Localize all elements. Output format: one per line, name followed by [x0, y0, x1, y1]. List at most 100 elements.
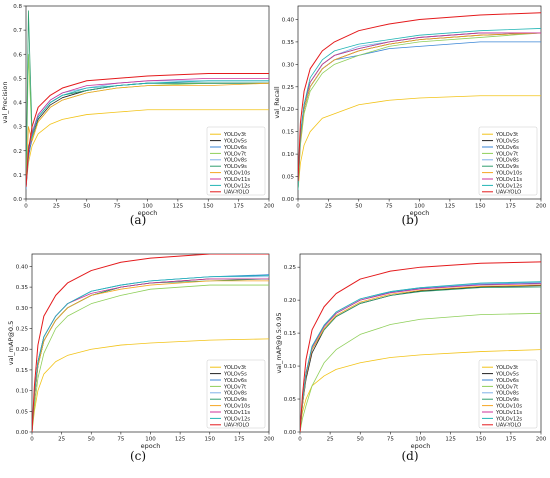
series-line-yolov7t — [298, 32, 541, 191]
series-line-yolov3t — [300, 349, 541, 432]
legend-label: YOLOv5s — [495, 372, 519, 378]
y-axis-label: val_mAP@0.5 — [7, 321, 15, 365]
series-line-yolov3t — [26, 109, 269, 187]
y-tick-label: 0.4 — [13, 101, 22, 107]
panel-caption: (a) — [130, 213, 147, 227]
x-tick-label: 25 — [325, 204, 332, 210]
y-tick-label: 0.30 — [282, 62, 295, 68]
x-tick-label: 200 — [264, 204, 275, 210]
legend-label: YOLOv6s — [223, 378, 247, 384]
x-tick-label: 50 — [357, 437, 364, 443]
legend-label: YOLOv5s — [223, 372, 247, 378]
legend-label: YOLOv11s — [223, 410, 250, 416]
x-tick-label: 200 — [536, 204, 547, 210]
y-tick-label: 0.40 — [16, 264, 29, 270]
y-tick-label: 0.05 — [282, 175, 295, 181]
y-tick-label: 0.00 — [282, 197, 295, 203]
y-tick-label: 0.20 — [284, 298, 297, 304]
panel-caption: (b) — [401, 213, 418, 227]
legend-label: YOLOv3t — [223, 365, 246, 371]
series-line-uav-yolo — [300, 261, 541, 432]
x-tick-label: 50 — [88, 437, 95, 443]
legend-label: YOLOv7t — [223, 151, 246, 157]
y-tick-label: 0.5 — [13, 76, 22, 82]
legend-label: YOLOv3t — [495, 365, 518, 371]
legend: YOLOv3tYOLOv5sYOLOv6sYOLOv7tYOLOv8sYOLOv… — [478, 126, 538, 196]
legend-label: YOLOv9s — [495, 397, 519, 403]
x-tick-label: 125 — [445, 437, 456, 443]
x-tick-label: 75 — [117, 437, 124, 443]
x-tick-label: 25 — [53, 204, 60, 210]
y-tick-label: 0.00 — [16, 430, 29, 436]
series-line-uav-yolo — [26, 73, 269, 187]
y-tick-label: 0.25 — [282, 85, 295, 91]
legend-label: YOLOv3t — [223, 132, 246, 138]
y-axis-label: val_Recall — [273, 86, 281, 118]
x-tick-label: 150 — [203, 204, 214, 210]
y-axis-label: val_Precision — [1, 82, 9, 124]
x-tick-label: 50 — [83, 204, 90, 210]
x-tick-label: 100 — [415, 437, 426, 443]
legend-label: YOLOv9s — [223, 164, 247, 170]
legend-label: YOLOv8s — [223, 158, 247, 164]
x-tick-label: 0 — [296, 204, 300, 210]
legend-box — [478, 126, 538, 196]
y-tick-label: 0.30 — [16, 306, 29, 312]
legend: YOLOv3tYOLOv5sYOLOv6sYOLOv7tYOLOv8sYOLOv… — [478, 359, 538, 429]
legend-label: YOLOv6s — [495, 145, 519, 151]
x-tick-label: 100 — [142, 204, 153, 210]
x-tick-label: 125 — [173, 204, 184, 210]
series-line-uav-yolo — [32, 254, 269, 432]
y-tick-label: 0.25 — [284, 265, 297, 271]
x-tick-label: 25 — [327, 437, 334, 443]
y-tick-label: 0.2 — [13, 149, 22, 155]
y-tick-label: 0.05 — [284, 397, 297, 403]
y-tick-label: 0.40 — [282, 17, 295, 23]
legend-box — [206, 126, 266, 196]
x-tick-label: 25 — [58, 437, 65, 443]
chart-panel-0: 0 25 50 75 100 125 150 175 200 0.0 0.1 0.2 0.3 0.4 0.5… — [1, 4, 275, 227]
legend-label: YOLOv11s — [495, 177, 522, 183]
y-tick-label: 0.6 — [13, 52, 22, 58]
y-tick-label: 0.10 — [16, 389, 29, 395]
legend-label: YOLOv7t — [495, 384, 518, 390]
legend-box — [478, 359, 538, 429]
legend-label: YOLOv7t — [223, 384, 246, 390]
series-line-yolov10s — [298, 32, 541, 191]
legend-label: UAV-YOLO — [224, 423, 249, 429]
legend-label: YOLOv6s — [495, 378, 519, 384]
x-tick-label: 175 — [234, 437, 245, 443]
y-tick-label: 0.0 — [13, 197, 22, 203]
y-tick-label: 0.8 — [13, 4, 22, 10]
y-tick-label: 0.15 — [284, 331, 297, 337]
legend-label: YOLOv10s — [495, 171, 522, 177]
legend-label: YOLOv11s — [223, 177, 250, 183]
legend-label: YOLOv10s — [223, 171, 250, 177]
series-line-yolov3t — [32, 338, 269, 432]
legend-label: YOLOv12s — [495, 416, 522, 422]
x-tick-label: 175 — [233, 204, 244, 210]
x-tick-label: 0 — [30, 437, 34, 443]
legend-label: YOLOv10s — [223, 404, 250, 410]
chart-panel-2: 0 25 50 75 100 125 150 175 200 0.00 0.05 0.10 0.15 0.… — [7, 253, 275, 463]
y-tick-label: 0.20 — [16, 347, 29, 353]
y-tick-label: 0.35 — [282, 40, 295, 46]
y-tick-label: 0.3 — [13, 125, 22, 131]
legend-box — [206, 359, 266, 429]
series-line-yolov12s — [32, 275, 269, 432]
y-tick-label: 0.20 — [282, 107, 295, 113]
legend-label: UAV-YOLO — [496, 190, 521, 196]
legend-label: YOLOv12s — [223, 183, 250, 189]
series-line-yolov7t — [32, 284, 269, 432]
x-tick-label: 200 — [264, 437, 275, 443]
y-tick-label: 0.15 — [16, 368, 29, 374]
chart-panel-1: 0 25 50 75 100 125 150 175 200 0.00 0.05 0.10 0.15 0.… — [273, 5, 547, 227]
legend-label: YOLOv7t — [495, 151, 518, 157]
legend-label: YOLOv6s — [223, 145, 247, 151]
y-tick-label: 0.10 — [284, 364, 297, 370]
y-tick-label: 0.15 — [282, 130, 295, 136]
legend-label: YOLOv5s — [495, 139, 519, 145]
series-lines — [26, 10, 269, 190]
x-tick-label: 150 — [476, 437, 487, 443]
